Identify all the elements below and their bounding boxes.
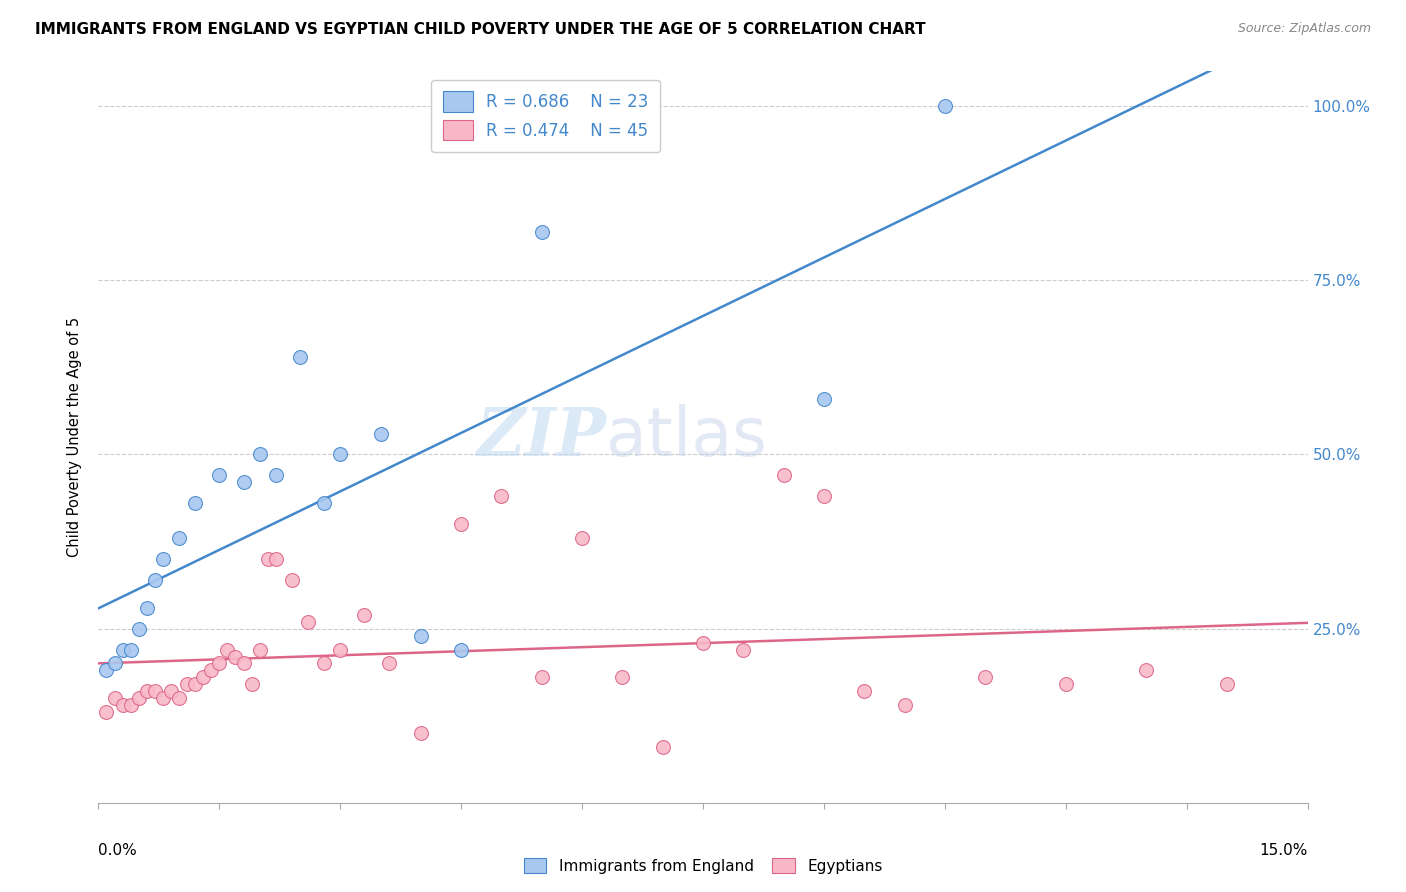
- Text: Source: ZipAtlas.com: Source: ZipAtlas.com: [1237, 22, 1371, 36]
- Point: [450, 642, 472, 657]
- Point: [120, 642, 142, 657]
- Point: [208, 468, 231, 483]
- Point: [135, 684, 157, 698]
- Point: [184, 677, 207, 691]
- Point: [264, 468, 287, 483]
- Point: [96, 705, 118, 719]
- Point: [491, 489, 513, 503]
- Point: [200, 664, 222, 678]
- Point: [530, 670, 553, 684]
- Point: [297, 615, 319, 629]
- Point: [612, 670, 634, 684]
- Point: [264, 552, 287, 566]
- Point: [103, 691, 125, 706]
- Point: [103, 657, 125, 671]
- Point: [143, 573, 166, 587]
- Point: [377, 657, 399, 671]
- Point: [152, 552, 174, 566]
- Point: [208, 657, 231, 671]
- Point: [224, 649, 246, 664]
- Point: [96, 664, 118, 678]
- Point: [240, 677, 263, 691]
- Point: [974, 670, 997, 684]
- Point: [1054, 677, 1077, 691]
- Point: [409, 726, 432, 740]
- Point: [128, 691, 150, 706]
- Point: [530, 225, 553, 239]
- Point: [353, 607, 375, 622]
- Point: [571, 531, 593, 545]
- Point: [651, 740, 673, 755]
- Point: [111, 698, 134, 713]
- Point: [249, 642, 271, 657]
- Point: [111, 642, 134, 657]
- Point: [256, 552, 278, 566]
- Point: [249, 448, 271, 462]
- Point: [813, 489, 835, 503]
- Point: [167, 531, 190, 545]
- Text: 0.0%: 0.0%: [98, 843, 138, 858]
- Point: [1216, 677, 1239, 691]
- Point: [813, 392, 835, 406]
- Point: [120, 698, 142, 713]
- Point: [934, 99, 956, 113]
- Point: [893, 698, 915, 713]
- Point: [329, 642, 352, 657]
- Point: [409, 629, 432, 643]
- Legend: Immigrants from England, Egyptians: Immigrants from England, Egyptians: [517, 852, 889, 880]
- Point: [1135, 664, 1157, 678]
- Text: atlas: atlas: [606, 404, 768, 470]
- Point: [193, 670, 215, 684]
- Text: 15.0%: 15.0%: [1260, 843, 1308, 858]
- Point: [167, 691, 190, 706]
- Point: [217, 642, 239, 657]
- Legend: R = 0.686    N = 23, R = 0.474    N = 45: R = 0.686 N = 23, R = 0.474 N = 45: [432, 79, 661, 152]
- Point: [329, 448, 352, 462]
- Point: [450, 517, 472, 532]
- Text: IMMIGRANTS FROM ENGLAND VS EGYPTIAN CHILD POVERTY UNDER THE AGE OF 5 CORRELATION: IMMIGRANTS FROM ENGLAND VS EGYPTIAN CHIL…: [35, 22, 925, 37]
- Point: [772, 468, 794, 483]
- Point: [370, 426, 392, 441]
- Point: [232, 475, 254, 490]
- Point: [128, 622, 150, 636]
- Point: [152, 691, 174, 706]
- Point: [176, 677, 198, 691]
- Point: [135, 600, 157, 615]
- Point: [692, 635, 714, 649]
- Point: [853, 684, 876, 698]
- Point: [143, 684, 166, 698]
- Point: [281, 573, 304, 587]
- Point: [314, 657, 336, 671]
- Point: [184, 496, 207, 510]
- Point: [232, 657, 254, 671]
- Point: [288, 350, 311, 364]
- Text: ZIP: ZIP: [477, 405, 606, 469]
- Point: [160, 684, 183, 698]
- Y-axis label: Child Poverty Under the Age of 5: Child Poverty Under the Age of 5: [67, 317, 83, 558]
- Point: [733, 642, 755, 657]
- Point: [314, 496, 336, 510]
